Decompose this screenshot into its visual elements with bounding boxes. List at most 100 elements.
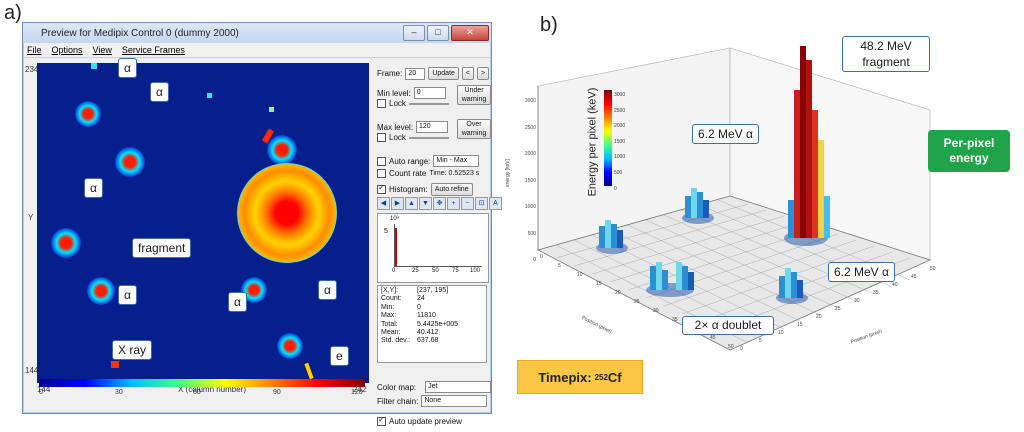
menu-options[interactable]: Options (51, 45, 83, 55)
stats-key: Min: (381, 303, 395, 311)
y-tick: 35 (873, 290, 879, 296)
y-tick-labels: 0 5 10 15 20 25 30 35 40 45 50 (740, 254, 940, 364)
stats-box: [X,Y]: [237, 195] Count: 24 Min: 0 Max: 11810 To… (377, 285, 487, 363)
stats-key: [X,Y]: (381, 287, 399, 294)
window-title: Preview for Medipix Control 0 (dummy 200… (41, 27, 239, 39)
y-tick: 10 (778, 330, 784, 336)
cb-tick-b: 500 (614, 169, 623, 176)
y-tick: 25 (835, 306, 841, 312)
y-bottom-label: 144 (25, 366, 39, 375)
timepix-label: Timepix: 252 Cf (517, 360, 643, 394)
menu-file[interactable]: File (27, 45, 42, 55)
peak-alpha-1 (596, 220, 628, 254)
stats-value: 0 (417, 303, 421, 311)
cb-tick-b: 2500 (614, 107, 626, 114)
stats-key: Mean: (381, 329, 401, 337)
histogram-label: Histogram: (389, 185, 428, 194)
callout-electron: e (330, 346, 349, 366)
x-tick: 25 (634, 299, 640, 305)
histogram-plot[interactable]: 10³ 5 0 25 50 75 100 (377, 213, 489, 283)
callout-xray: X ray (112, 340, 153, 360)
frame-label: Frame: (377, 69, 403, 78)
stats-row: Count: 24 (381, 295, 483, 303)
preview-window: Preview for Medipix Control 0 (dummy 200… (22, 22, 502, 426)
stats-row: Max: 11810 (381, 312, 483, 320)
y-axis-label: Y (28, 213, 34, 222)
update-button[interactable]: Update (428, 67, 459, 80)
peak-doublet (646, 262, 694, 297)
timepix-prefix: Timepix: (538, 369, 592, 385)
prev-frame-button[interactable]: < (461, 67, 475, 80)
auto-update-checkbox[interactable] (377, 415, 386, 426)
auto-refine-button[interactable]: Auto refine (430, 183, 473, 196)
arrow-right-icon[interactable]: ▶ (391, 197, 404, 210)
cb-tick-b: 1000 (614, 154, 626, 161)
zoom-out-icon[interactable]: − (461, 197, 474, 210)
peak-alpha-2 (682, 188, 714, 224)
y-tick: 40 (892, 282, 898, 288)
y-tick: 5 (759, 338, 762, 344)
auto-range-label: Auto range: (389, 156, 431, 166)
panel-label-b: b) (540, 14, 558, 36)
over-warning-button[interactable]: Over warning (457, 119, 491, 139)
close-button[interactable]: ✕ (451, 25, 489, 41)
move-icon[interactable]: ✥ (433, 197, 446, 210)
cb-tick: 90 (273, 389, 281, 396)
x-left-label: 144 (37, 385, 51, 394)
stats-value: 5.4425e+005 (417, 320, 459, 328)
color-map-label: Color map: (377, 382, 417, 392)
callout-alpha: α (118, 285, 137, 305)
peak-fragment (784, 46, 830, 246)
energy-colorbar (604, 90, 612, 186)
count-rate-checkbox[interactable] (377, 169, 386, 178)
energy-colorbar-ticks: 3000 2500 2000 1500 1000 500 0 (614, 88, 625, 197)
stats-value: 40.412 (417, 329, 439, 337)
y-tick: 15 (797, 322, 803, 328)
pixel-hit (91, 63, 97, 69)
stats-row: [X,Y]: [237, 195] (381, 287, 483, 295)
color-map-select[interactable]: Jet (425, 381, 492, 393)
arrow-up-icon[interactable]: ▲ (405, 197, 418, 210)
alpha-track (51, 228, 81, 258)
auto-range-select[interactable]: Min - Max (433, 155, 480, 167)
max-level-slider[interactable] (408, 136, 449, 139)
next-frame-button[interactable]: > (477, 67, 490, 80)
auto-range-checkbox[interactable] (377, 156, 386, 166)
hist-x-tick: 0 (392, 268, 396, 274)
x-tick: 35 (672, 317, 678, 323)
callout-alpha-energy: 6.2 MeV α (692, 124, 759, 144)
x-tick: 50 (728, 344, 734, 350)
fit-icon[interactable]: ⊡ (475, 197, 488, 210)
min-lock-checkbox[interactable] (377, 99, 386, 108)
x-tick: 30 (653, 308, 659, 314)
filter-chain-select[interactable]: None (421, 395, 488, 407)
minimize-button[interactable]: – (403, 25, 425, 41)
maximize-button[interactable]: □ (427, 25, 449, 41)
time-readout: Time: 0.52523 s (429, 170, 480, 177)
stats-key: Std. dev.: (381, 337, 411, 345)
frame-input[interactable]: 20 (405, 67, 426, 80)
callout-doublet: 2× α doublet (682, 316, 774, 335)
hist-x-tick: 75 (452, 268, 459, 274)
preview-image[interactable] (37, 63, 369, 383)
arrow-down-icon[interactable]: ▼ (419, 197, 432, 210)
min-level-slider[interactable] (408, 102, 449, 105)
auto-update-label: Auto update preview (389, 417, 462, 426)
menu-service-frames[interactable]: Service Frames (121, 45, 185, 55)
stats-key: Max: (381, 312, 397, 320)
max-lock-checkbox[interactable] (377, 133, 386, 142)
zoom-in-icon[interactable]: + (447, 197, 460, 210)
callout-fragment-energy: 48.2 MeV fragment (842, 36, 930, 72)
max-level-input[interactable]: 120 (416, 121, 449, 133)
arrow-left-icon[interactable]: ◀ (377, 197, 390, 210)
xray-dot (111, 361, 119, 368)
callout-per-pixel: Per-pixel energy (928, 130, 1010, 172)
menu-view[interactable]: View (92, 45, 112, 55)
min-level-input[interactable]: 0 (413, 87, 446, 99)
panel-label-a: a) (4, 2, 22, 24)
histogram-checkbox[interactable] (377, 183, 386, 194)
tool-icon[interactable]: A (489, 197, 502, 210)
alpha-track (87, 277, 115, 305)
under-warning-button[interactable]: Under warning (457, 85, 491, 105)
callout-alpha: α (318, 280, 337, 300)
